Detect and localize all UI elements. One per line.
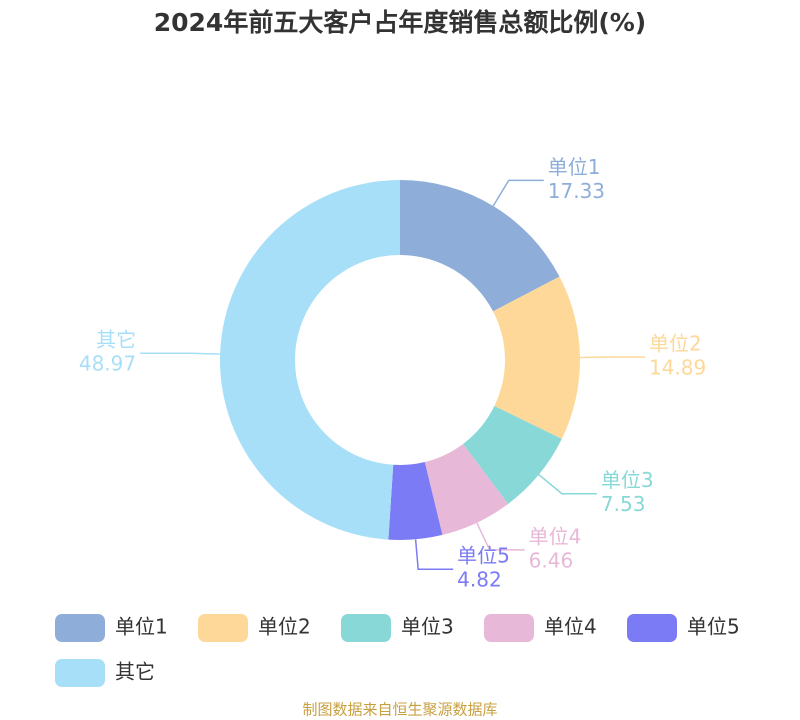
donut-slice (493, 276, 580, 439)
leader-line (538, 474, 597, 495)
donut-slice (463, 406, 562, 504)
leader-line (492, 179, 544, 207)
slice-label: 单位3 (601, 468, 654, 492)
slice-label: 单位4 (529, 524, 582, 548)
legend-label: 其它 (115, 660, 155, 684)
legend-label: 单位3 (401, 615, 454, 639)
slice-label: 单位5 (457, 544, 510, 568)
donut-slice (400, 180, 560, 312)
legend-swatch (198, 614, 248, 642)
slice-label: 单位1 (548, 155, 601, 179)
legend-swatch (341, 614, 391, 642)
legend-label: 单位2 (258, 615, 311, 639)
slice-value: 7.53 (601, 492, 646, 516)
slice-value: 17.33 (548, 179, 605, 203)
legend-swatch (627, 614, 677, 642)
leader-line (140, 352, 221, 355)
slice-value: 4.82 (457, 568, 502, 592)
chart-title: 2024年前五大客户占年度销售总额比例(%) (154, 8, 646, 37)
donut-slice (219, 180, 400, 540)
slice-value: 14.89 (649, 356, 706, 380)
legend-swatch (55, 659, 105, 687)
legend-swatch (484, 614, 534, 642)
slice-value: 48.97 (79, 352, 136, 376)
leader-line (414, 539, 454, 570)
legend-label: 单位5 (687, 615, 740, 639)
legend-swatch (55, 614, 105, 642)
slice-label: 其它 (96, 328, 136, 352)
slice-value: 6.46 (529, 548, 574, 572)
leader-line (476, 522, 525, 551)
donut-slice (388, 462, 443, 540)
slice-label: 单位2 (649, 332, 702, 356)
legend-label: 单位4 (544, 615, 597, 639)
source-note: 制图数据来自恒生聚源数据库 (302, 701, 497, 719)
donut-slice (424, 443, 509, 535)
legend-label: 单位1 (115, 615, 168, 639)
